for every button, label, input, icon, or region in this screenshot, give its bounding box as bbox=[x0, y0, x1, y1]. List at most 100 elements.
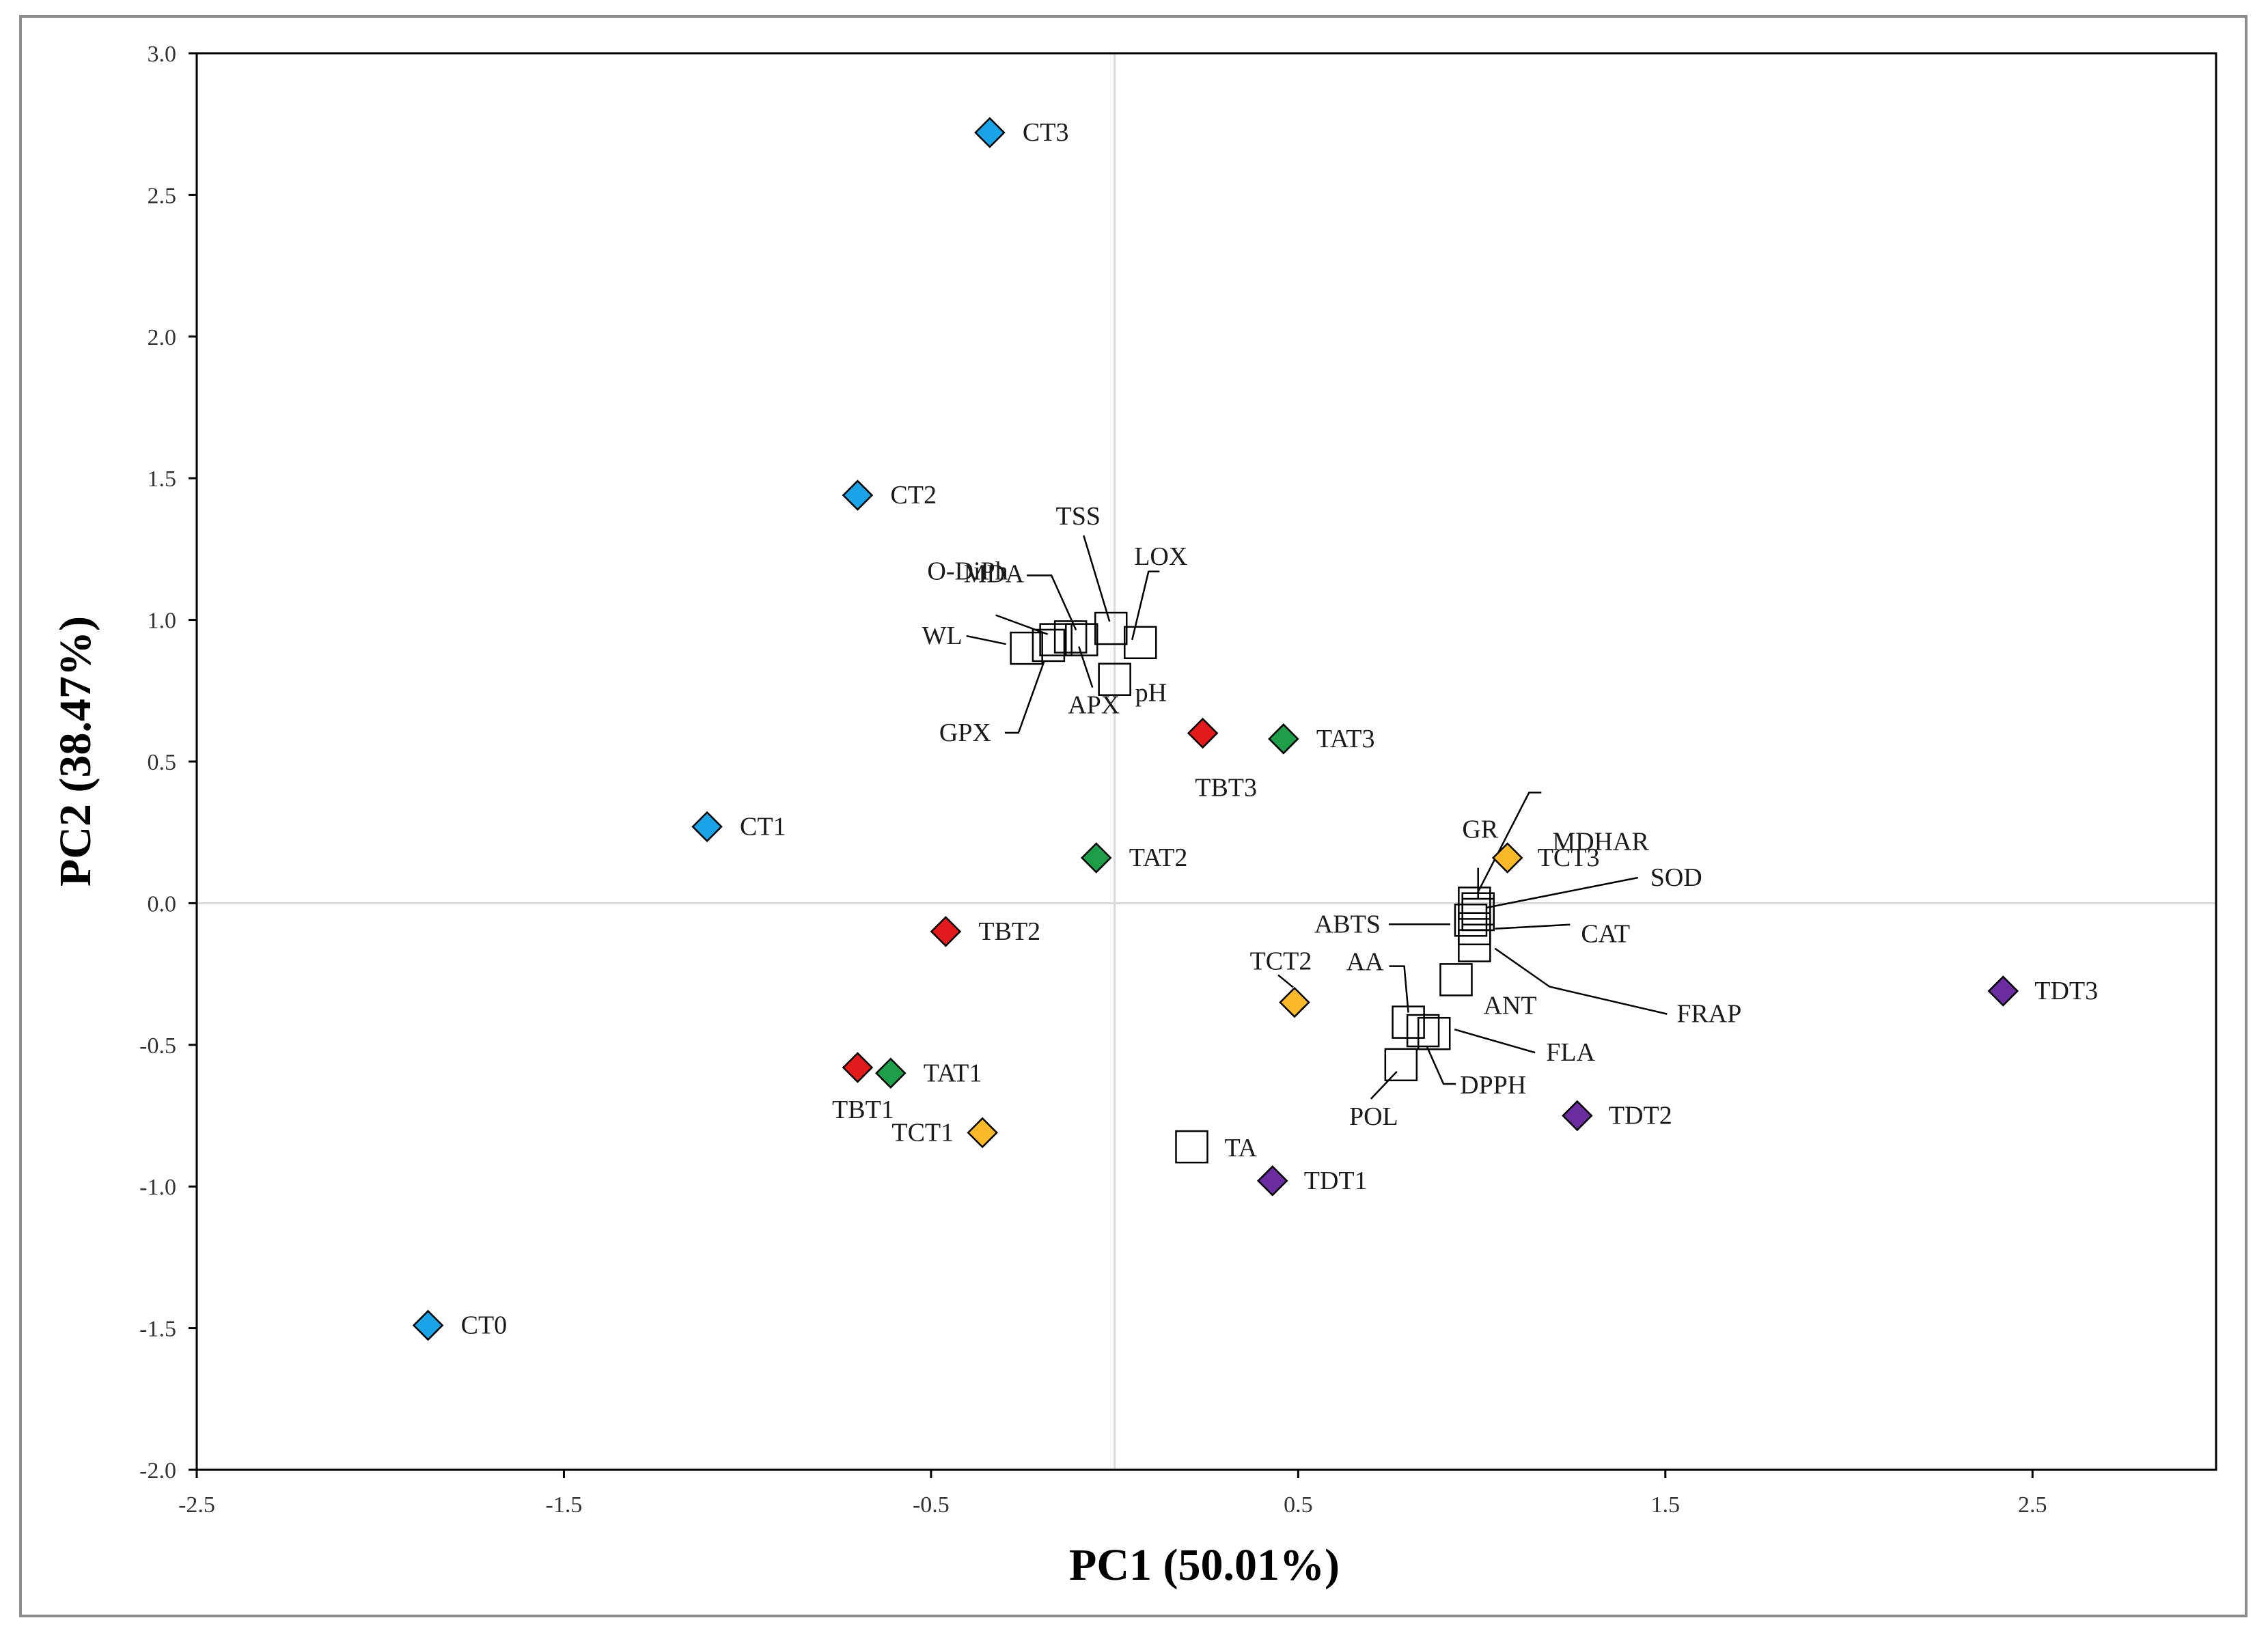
x-axis-title: PC1 (50.01%) bbox=[1069, 1540, 1340, 1590]
y-tick-label: 0.5 bbox=[148, 750, 177, 775]
sample-point-tct1 bbox=[967, 1117, 998, 1149]
point-label-ph: pH bbox=[1135, 679, 1167, 708]
y-tick-label: 2.5 bbox=[148, 183, 177, 208]
variable-point-apx bbox=[1065, 623, 1098, 656]
point-label-dpph: DPPH bbox=[1460, 1071, 1526, 1100]
sample-point-tbt3 bbox=[1187, 717, 1219, 749]
point-label-cat: CAT bbox=[1581, 920, 1630, 949]
leader-line-o-diph bbox=[995, 614, 1049, 635]
point-label-ct3: CT3 bbox=[1023, 118, 1069, 147]
variable-point-lox bbox=[1124, 626, 1157, 660]
point-label-tbt1: TBT1 bbox=[832, 1096, 894, 1124]
sample-point-tdt3 bbox=[1987, 975, 2019, 1007]
variable-point-ph bbox=[1098, 663, 1131, 696]
leader-line-lox bbox=[1131, 570, 1160, 641]
leader-line-cat bbox=[1495, 923, 1571, 930]
point-label-tat1: TAT1 bbox=[924, 1059, 982, 1087]
point-label-tat3: TAT3 bbox=[1316, 725, 1375, 753]
point-label-tct3: TCT3 bbox=[1538, 844, 1600, 872]
x-tick-label: 1.5 bbox=[1651, 1492, 1681, 1518]
sample-point-tbt1 bbox=[842, 1052, 874, 1083]
leader-line-fla bbox=[1454, 1029, 1536, 1054]
sample-point-tat1 bbox=[875, 1057, 907, 1089]
point-label-ta: TA bbox=[1225, 1134, 1258, 1162]
variable-point-pol bbox=[1384, 1048, 1418, 1082]
variable-point-tss bbox=[1094, 611, 1128, 645]
leader-line-mda bbox=[1027, 574, 1077, 631]
variable-point-cat bbox=[1458, 912, 1491, 945]
point-label-frap: FRAP bbox=[1676, 1000, 1741, 1029]
reference-lines-layer bbox=[197, 53, 2216, 1470]
point-label-tct1: TCT1 bbox=[891, 1118, 954, 1147]
leader-line-gpx bbox=[1004, 660, 1046, 734]
y-tick-label: -1.0 bbox=[139, 1175, 176, 1200]
y-tick-label: -1.5 bbox=[139, 1317, 176, 1342]
point-label-ct2: CT2 bbox=[890, 481, 937, 510]
point-label-tdt1: TDT1 bbox=[1304, 1167, 1368, 1195]
variable-point-abts bbox=[1454, 904, 1488, 937]
point-label-abts: ABTS bbox=[1314, 910, 1381, 938]
leader-line-frap bbox=[1494, 947, 1668, 1015]
variable-point-ant bbox=[1439, 963, 1473, 996]
y-tick-label: 2.0 bbox=[148, 325, 177, 350]
variable-point-fla bbox=[1417, 1016, 1451, 1050]
point-label-o-diph: O-DiPh bbox=[927, 557, 1008, 586]
x-tick-label: -0.5 bbox=[913, 1492, 950, 1518]
point-label-tbt2: TBT2 bbox=[978, 917, 1040, 946]
point-label-gpx: GPX bbox=[939, 719, 991, 747]
leader-lines-layer bbox=[966, 535, 1668, 1100]
point-label-mda: MDA bbox=[963, 559, 1024, 588]
sample-point-tdt1 bbox=[1256, 1165, 1288, 1197]
point-label-ant: ANT bbox=[1483, 991, 1536, 1020]
sample-point-tct2 bbox=[1279, 986, 1310, 1018]
sample-point-ct0 bbox=[412, 1309, 444, 1341]
variable-point-gpx bbox=[1032, 628, 1066, 663]
variable-point-dpph bbox=[1406, 1014, 1440, 1048]
axes-layer: -2.5 -1.5 -0.5 0.5 1.5 2.5 -2.0 -1.5 -1.0 -0.5 0.0… bbox=[139, 42, 2217, 1518]
leader-line-tct2 bbox=[1277, 974, 1294, 988]
y-tick-label: 3.0 bbox=[148, 42, 177, 67]
point-label-mdhar: MDHAR bbox=[1552, 827, 1649, 856]
point-label-ct0: CT0 bbox=[461, 1311, 508, 1339]
chart-frame bbox=[19, 15, 2248, 1617]
point-label-apx: APX bbox=[1068, 691, 1120, 720]
x-tick-label: -1.5 bbox=[546, 1492, 583, 1518]
point-label-tdt3: TDT3 bbox=[2034, 977, 2098, 1005]
point-label-wl: WL bbox=[922, 622, 963, 650]
leader-line-aa bbox=[1389, 965, 1409, 1013]
y-tick-label: 0.0 bbox=[148, 891, 177, 917]
variable-point-mda bbox=[1053, 620, 1088, 654]
point-label-pol: POL bbox=[1349, 1102, 1398, 1131]
leader-line-sod bbox=[1486, 876, 1638, 909]
y-axis-title: PC2 (38.47%) bbox=[51, 616, 100, 887]
point-label-tss: TSS bbox=[1056, 502, 1101, 531]
point-labels-layer: CT0 CT1 CT2 CT3 TAT1 TAT2 TAT3 TBT1 TBT2 TBT3 TCT1… bbox=[461, 118, 2099, 1339]
sample-point-ct1 bbox=[691, 811, 723, 843]
sample-point-tdt2 bbox=[1562, 1100, 1593, 1132]
variable-point-ta bbox=[1175, 1130, 1208, 1164]
sample-point-tct3 bbox=[1491, 842, 1523, 874]
sample-point-tbt2 bbox=[930, 916, 962, 947]
point-label-tct2: TCT2 bbox=[1250, 947, 1312, 976]
plot-area-border bbox=[195, 52, 2217, 1471]
point-label-aa: AA bbox=[1346, 948, 1384, 977]
variable-point-o-diph bbox=[1039, 623, 1073, 656]
point-label-ct1: CT1 bbox=[740, 812, 786, 841]
leader-line-dpph bbox=[1426, 1046, 1456, 1085]
point-label-tbt3: TBT3 bbox=[1195, 774, 1257, 803]
point-label-sod: SOD bbox=[1650, 863, 1702, 892]
y-tick-label: -2.0 bbox=[139, 1458, 176, 1483]
leader-line-pol bbox=[1370, 1070, 1398, 1100]
point-label-gr: GR bbox=[1462, 816, 1498, 844]
y-tick-label: -0.5 bbox=[139, 1033, 176, 1059]
y-tick-label: 1.0 bbox=[148, 609, 177, 634]
point-label-tdt2: TDT2 bbox=[1609, 1102, 1672, 1130]
point-label-tat2: TAT2 bbox=[1129, 844, 1188, 872]
sample-point-tat2 bbox=[1080, 842, 1112, 874]
point-label-fla: FLA bbox=[1546, 1038, 1595, 1067]
marks-layer bbox=[412, 117, 2019, 1341]
y-tick-label: 1.5 bbox=[148, 466, 177, 492]
leader-line-tss bbox=[1083, 535, 1111, 622]
variable-point-mdhar bbox=[1458, 887, 1491, 920]
